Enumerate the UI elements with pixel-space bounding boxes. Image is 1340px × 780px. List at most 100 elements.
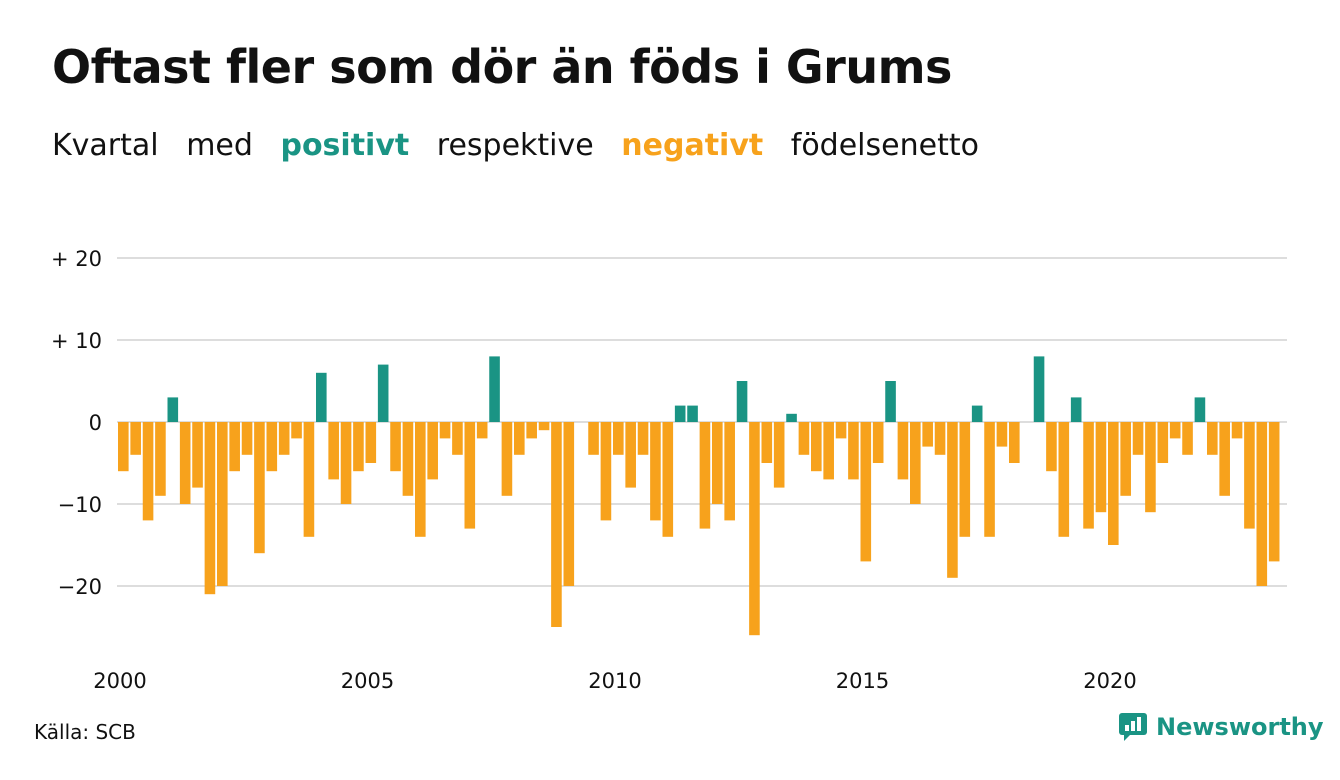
bar [266,422,278,472]
brand-name: Newsworthy [1156,713,1324,741]
bar [736,381,748,422]
bar [835,422,847,439]
bar [674,405,686,422]
bar [291,422,302,439]
bar [947,422,958,578]
bar [1231,422,1243,439]
bar [377,364,389,422]
x-tick-label: 2005 [341,669,394,693]
bar [316,372,327,422]
bar [254,422,265,554]
bar [204,422,216,595]
y-tick-label: −10 [58,493,102,517]
bar [1194,397,1206,422]
bar [402,422,414,496]
bar [786,413,797,422]
bar [501,422,513,496]
bar [872,422,884,463]
bar [724,422,735,521]
bar [910,422,921,504]
bar [118,422,129,472]
bar [241,422,253,455]
bar [1083,422,1094,529]
bar [365,422,377,463]
bar [600,422,612,521]
x-tick-label: 2015 [836,669,889,693]
subtitle-word: med [186,128,253,163]
brand-logo: Newsworthy [1118,712,1324,742]
bar [155,422,166,496]
bar [749,422,760,636]
bar [971,405,983,422]
bar [761,422,773,463]
y-tick-label: + 20 [51,247,102,271]
bar [427,422,438,480]
bar [823,422,834,480]
bar [1169,422,1181,439]
bar [1009,422,1020,463]
subtitle-word: Kvartal [52,128,159,163]
x-tick-label: 2010 [588,669,641,693]
x-tick-label: 2000 [93,669,146,693]
bar [798,422,810,455]
bar [489,356,500,422]
bar [625,422,636,488]
bar [687,405,698,422]
bar [340,422,352,504]
bar [415,422,426,537]
bar [551,422,562,627]
bar [167,397,179,422]
bar [1244,422,1255,529]
subtitle-word: respektive [436,128,594,163]
subtitle-word: födelsenetto [790,128,979,163]
bar [464,422,476,529]
bar [1108,422,1119,545]
bar [1145,422,1156,513]
bar [650,422,661,521]
bar [390,422,401,472]
bar [897,422,909,480]
y-tick-label: −20 [58,575,102,599]
bar [885,381,896,422]
chart-subtitle: Kvartal med positivt respektive negativt… [52,128,997,163]
bar [1207,422,1218,455]
bar [1256,422,1268,586]
subtitle-positive-label: positivt [280,128,410,163]
bar [699,422,711,529]
newsworthy-logo-icon [1119,713,1147,741]
bar [563,422,575,586]
bar [1058,422,1070,537]
bar [588,422,599,455]
bar [278,422,290,455]
bar [934,422,946,455]
bar [1120,422,1131,496]
bar [1268,422,1280,562]
bar [959,422,971,537]
bar [984,422,995,537]
bar [860,422,872,562]
bar [538,422,550,431]
bar [996,422,1008,447]
bar [811,422,822,472]
bar [476,422,488,439]
bar [192,422,203,488]
bar-chart: + 20 + 10 0 −10 −20 2000 2005 2010 2015 2020 [51,247,1287,693]
bar [773,422,785,488]
bar [1157,422,1169,463]
bar [439,422,451,439]
bar [922,422,933,447]
bar [1033,356,1045,422]
bar [303,422,315,537]
x-tick-label: 2020 [1083,669,1136,693]
bar [217,422,228,586]
bar [353,422,364,472]
bar [1219,422,1230,496]
bar [179,422,191,504]
bar [452,422,463,455]
bar [526,422,537,439]
bar [1182,422,1193,455]
bar [712,422,723,504]
bar [142,422,154,521]
bar [1132,422,1144,455]
source-note: Källa: SCB [34,720,136,744]
